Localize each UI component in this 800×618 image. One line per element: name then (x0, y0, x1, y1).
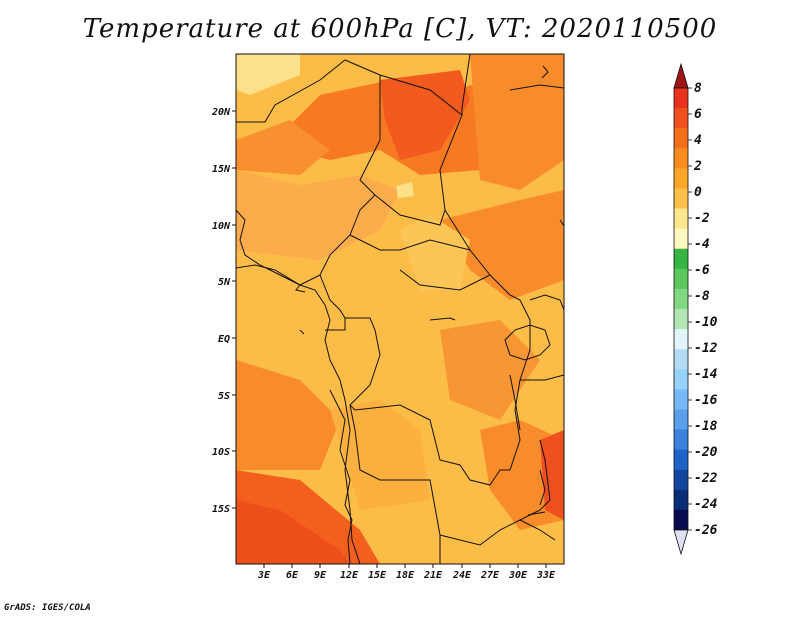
lon-label: 21E (423, 570, 443, 581)
colorbar: 8 6 4 2 0 -2 -4 -6 -8 -10 -12 -14 -16 -18 -20 -22 -24 -26 (673, 62, 718, 556)
colorbar-label: 8 (694, 81, 702, 96)
colorbar-swatch (674, 349, 688, 370)
longitude-axis (263, 564, 547, 568)
colorbar-label: -12 (694, 341, 718, 356)
lon-label: 27E (480, 570, 500, 581)
colorbar-label: 6 (694, 107, 702, 122)
lat-label: 5S (218, 391, 230, 402)
lat-label: 15N (212, 164, 231, 175)
colorbar-swatch (674, 369, 688, 390)
footer-credit: GrADS: IGES/COLA (4, 603, 91, 613)
colorbar-bottom-cap (673, 529, 689, 556)
colorbar-label: -2 (694, 211, 710, 226)
colorbar-swatch (674, 469, 688, 491)
colorbar-swatch (674, 309, 688, 330)
lat-label: 10S (212, 447, 230, 458)
lon-label: 3E (257, 570, 271, 581)
colorbar-swatch (674, 148, 688, 169)
colorbar-swatch (674, 228, 688, 250)
colorbar-swatch (674, 188, 688, 210)
latitude-labels: 20N 15N 10N 5N EQ 5S 10S 15S (211, 107, 231, 515)
colorbar-swatch (674, 329, 688, 350)
lon-label: 12E (340, 570, 359, 581)
colorbar-label: -8 (694, 289, 710, 304)
colorbar-swatch (674, 489, 688, 511)
latitude-axis (232, 110, 236, 509)
colorbar-label: 2 (693, 159, 702, 174)
colorbar-label: -26 (694, 523, 718, 538)
colorbar-label: -14 (694, 367, 718, 382)
colorbar-label: -10 (694, 315, 718, 330)
colorbar-swatch (674, 208, 688, 230)
lat-label: 15S (212, 504, 230, 515)
colorbar-label: -4 (694, 237, 710, 252)
lon-label: 9E (314, 570, 327, 581)
colorbar-label: -16 (694, 393, 718, 408)
lon-label: 15E (368, 570, 387, 581)
colorbar-swatch (674, 108, 688, 129)
lat-label: EQ (218, 334, 230, 345)
lat-label: 10N (212, 221, 231, 232)
map-frame (235, 53, 565, 565)
map-title: Temperature at 600hPa [C], VT: 202011050… (82, 14, 718, 44)
colorbar-swatch (674, 168, 688, 189)
lon-label: 6E (286, 570, 299, 581)
lon-label: 30E (508, 570, 528, 581)
colorbar-swatch (674, 268, 688, 290)
colorbar-label: 4 (694, 133, 702, 148)
lat-label: 5N (218, 277, 231, 288)
lat-label: 20N (211, 107, 231, 118)
colorbar-swatch (674, 248, 688, 270)
colorbar-swatch (674, 389, 688, 410)
colorbar-label: -22 (694, 471, 718, 486)
colorbar-label: -6 (694, 263, 710, 278)
colorbar-swatch (674, 88, 688, 109)
colorbar-swatch (674, 509, 688, 531)
coastline (236, 209, 551, 564)
colorbar-swatch (674, 288, 688, 310)
colorbar-label: 0 (694, 185, 702, 200)
longitude-labels: 3E 6E 9E 12E 15E 18E 21E 24E 27E 30E 33E (257, 570, 556, 581)
colorbar-label: -18 (694, 419, 718, 434)
colorbar-swatch (674, 449, 688, 471)
colorbar-label: -20 (694, 445, 718, 460)
colorbar-label: -24 (694, 497, 718, 512)
country-borders (236, 54, 564, 564)
colorbar-swatch (674, 128, 688, 149)
lon-label: 33E (536, 570, 556, 581)
colorbar-swatch (674, 409, 688, 431)
lon-label: 18E (396, 570, 415, 581)
lon-label: 24E (452, 570, 472, 581)
temperature-field (236, 54, 564, 564)
colorbar-swatch (674, 429, 688, 451)
colorbar-top-cap (673, 62, 689, 89)
